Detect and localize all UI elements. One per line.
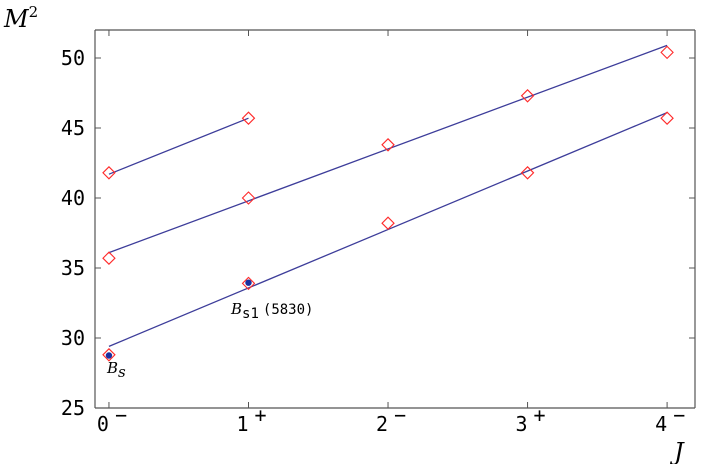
data-point: [381, 138, 395, 152]
y-tick-label: 30: [61, 326, 85, 350]
y-tick-label: 25: [61, 396, 85, 420]
experimental-points: [105, 279, 252, 359]
data-point: [241, 191, 256, 205]
x-axis-title: J: [669, 438, 685, 464]
data-point: [102, 251, 116, 265]
experimental-point: [105, 352, 113, 359]
x-tick-label: 4: [655, 412, 667, 436]
experimental-point: [245, 279, 252, 286]
data-point: [520, 89, 535, 103]
x-tick-label: 3: [516, 412, 528, 436]
y-tick-label: 35: [61, 256, 85, 280]
data-point: [241, 111, 256, 125]
y-axis-title-superscript: 2: [29, 3, 39, 21]
fit-line: [108, 117, 249, 175]
data-point: [520, 166, 535, 180]
x-tick-label: 2: [376, 412, 388, 436]
data-point: [102, 348, 116, 362]
data-point: [381, 216, 395, 230]
fit-lines: [108, 44, 668, 347]
data-point: [102, 166, 116, 180]
data-point: [660, 45, 674, 60]
y-tick-label: 50: [61, 46, 85, 70]
x-tick-label: 1: [236, 412, 248, 436]
x-tick-label: 0: [97, 412, 109, 436]
frame: [94, 29, 696, 409]
fit-line: [108, 44, 668, 254]
x-tick-label-superscript: −: [115, 403, 127, 427]
bs1-label: Bs1 (5830): [230, 300, 313, 322]
x-tick-label-superscript: +: [534, 403, 546, 427]
x-tick-label-superscript: +: [254, 403, 266, 427]
x-tick-label-superscript: −: [394, 403, 406, 427]
markers: [102, 45, 674, 362]
x-tick-label-superscript: −: [673, 403, 685, 427]
y-tick-label: 45: [61, 116, 85, 140]
data-point: [660, 111, 674, 125]
bs-label: Bs: [106, 359, 126, 381]
data-point: [241, 276, 256, 291]
y-axis-title: M2: [3, 3, 38, 33]
y-tick-label: 40: [61, 186, 85, 210]
